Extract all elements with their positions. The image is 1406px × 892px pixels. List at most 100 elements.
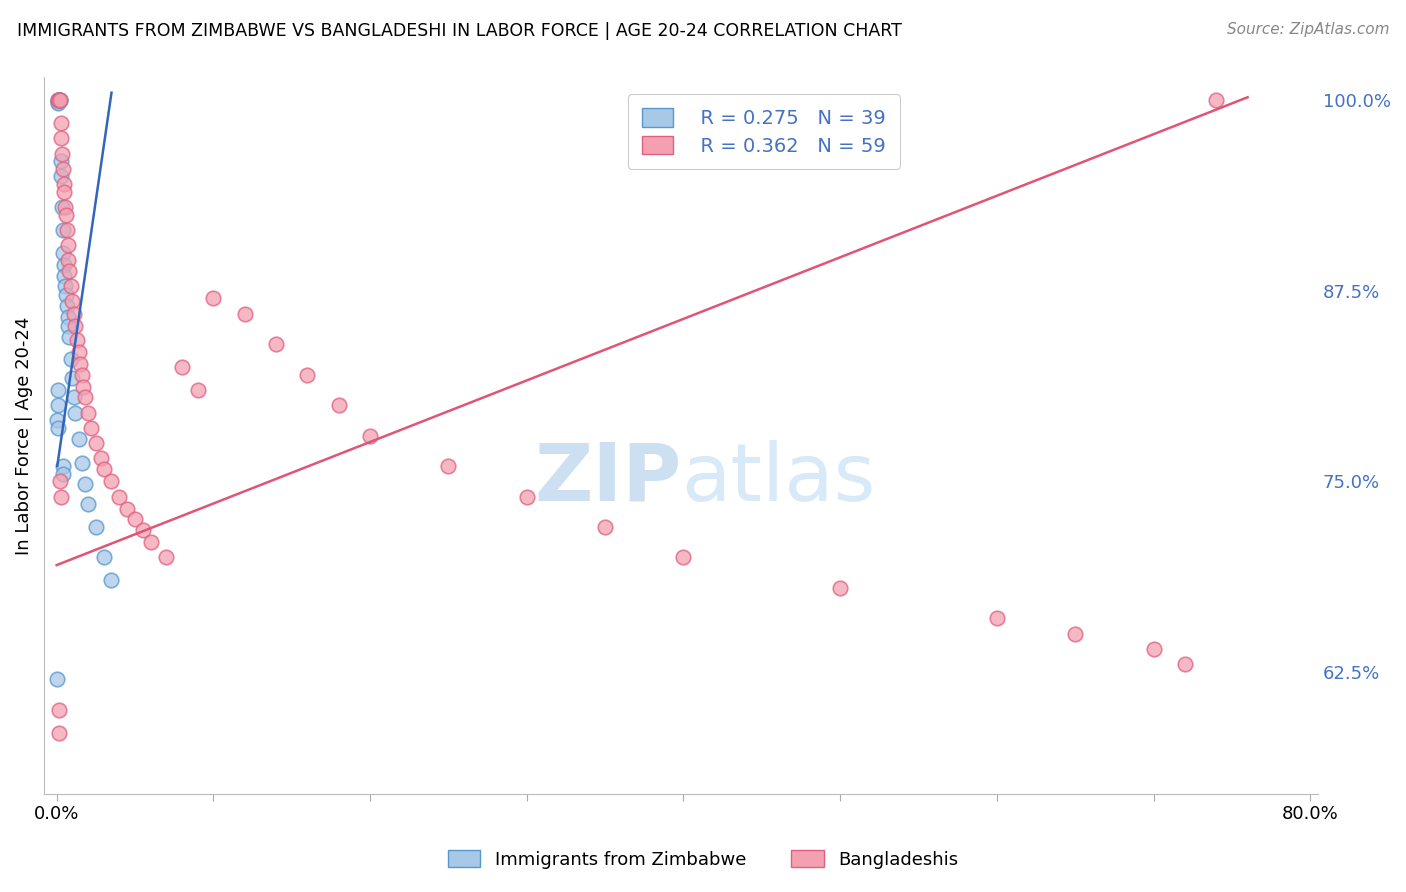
Point xyxy=(115,501,138,516)
Point xyxy=(56,238,79,252)
Point xyxy=(1064,626,1087,640)
Point xyxy=(51,169,73,184)
Point xyxy=(46,95,69,109)
Point xyxy=(46,93,69,107)
Point xyxy=(52,458,75,473)
Point xyxy=(48,93,70,107)
Point xyxy=(139,535,162,549)
Point xyxy=(48,93,70,107)
Point xyxy=(672,550,695,565)
Point xyxy=(830,581,852,595)
Point xyxy=(49,475,72,489)
Point xyxy=(56,299,79,313)
Point xyxy=(328,398,350,412)
Point xyxy=(65,406,87,420)
Point xyxy=(516,490,538,504)
Text: Source: ZipAtlas.com: Source: ZipAtlas.com xyxy=(1226,22,1389,37)
Point xyxy=(124,512,146,526)
Point xyxy=(93,550,115,565)
Point xyxy=(100,475,122,489)
Point xyxy=(72,380,94,394)
Point xyxy=(297,368,319,382)
Point xyxy=(55,288,77,302)
Point xyxy=(60,370,83,384)
Point xyxy=(59,352,82,367)
Point xyxy=(49,93,72,107)
Point xyxy=(170,359,193,374)
Point xyxy=(70,456,93,470)
Point xyxy=(52,177,75,191)
Point xyxy=(53,200,76,214)
Point xyxy=(55,208,77,222)
Point xyxy=(233,307,256,321)
Legend:   R = 0.275   N = 39,   R = 0.362   N = 59: R = 0.275 N = 39, R = 0.362 N = 59 xyxy=(628,95,900,169)
Point xyxy=(63,307,86,321)
Legend: Immigrants from Zimbabwe, Bangladeshis: Immigrants from Zimbabwe, Bangladeshis xyxy=(440,843,966,876)
Point xyxy=(46,93,69,107)
Point xyxy=(46,96,69,111)
Point xyxy=(49,93,72,107)
Point xyxy=(58,264,80,278)
Point xyxy=(1142,641,1164,656)
Point xyxy=(46,398,69,412)
Point xyxy=(1174,657,1197,672)
Point xyxy=(84,436,107,450)
Point xyxy=(49,154,72,169)
Point xyxy=(51,131,73,145)
Point xyxy=(52,223,75,237)
Point xyxy=(986,611,1008,625)
Point xyxy=(53,185,76,199)
Point xyxy=(70,368,93,382)
Point xyxy=(93,462,115,476)
Point xyxy=(52,245,75,260)
Point xyxy=(49,490,72,504)
Point xyxy=(59,279,82,293)
Point xyxy=(100,574,122,588)
Point xyxy=(60,294,83,309)
Point xyxy=(73,477,96,491)
Point xyxy=(593,520,616,534)
Point xyxy=(89,451,111,466)
Point xyxy=(46,93,69,107)
Point xyxy=(56,310,79,324)
Point xyxy=(63,391,86,405)
Point xyxy=(46,413,69,427)
Point xyxy=(53,268,76,283)
Point xyxy=(73,391,96,405)
Point xyxy=(202,292,225,306)
Point xyxy=(69,357,91,371)
Point xyxy=(132,523,155,537)
Point xyxy=(155,550,177,565)
Point xyxy=(51,146,73,161)
Point xyxy=(108,490,131,504)
Text: ZIP: ZIP xyxy=(534,440,681,517)
Point xyxy=(77,497,100,511)
Point xyxy=(1205,93,1227,107)
Point xyxy=(48,703,70,717)
Point xyxy=(58,329,80,343)
Point xyxy=(52,258,75,272)
Point xyxy=(51,200,73,214)
Text: atlas: atlas xyxy=(681,440,876,517)
Point xyxy=(65,318,87,333)
Point xyxy=(67,344,90,359)
Point xyxy=(48,93,70,107)
Point xyxy=(437,458,460,473)
Point xyxy=(58,253,80,268)
Point xyxy=(359,428,381,442)
Point xyxy=(46,673,69,687)
Point xyxy=(52,161,75,176)
Point xyxy=(58,318,80,333)
Text: IMMIGRANTS FROM ZIMBABWE VS BANGLADESHI IN LABOR FORCE | AGE 20-24 CORRELATION C: IMMIGRANTS FROM ZIMBABWE VS BANGLADESHI … xyxy=(17,22,901,40)
Point xyxy=(52,467,75,481)
Point xyxy=(53,279,76,293)
Point xyxy=(46,421,69,435)
Point xyxy=(187,383,209,397)
Point xyxy=(84,520,107,534)
Point xyxy=(264,337,287,351)
Point xyxy=(77,406,100,420)
Y-axis label: In Labor Force | Age 20-24: In Labor Force | Age 20-24 xyxy=(15,317,32,555)
Point xyxy=(56,223,79,237)
Point xyxy=(80,421,103,435)
Point xyxy=(66,333,89,347)
